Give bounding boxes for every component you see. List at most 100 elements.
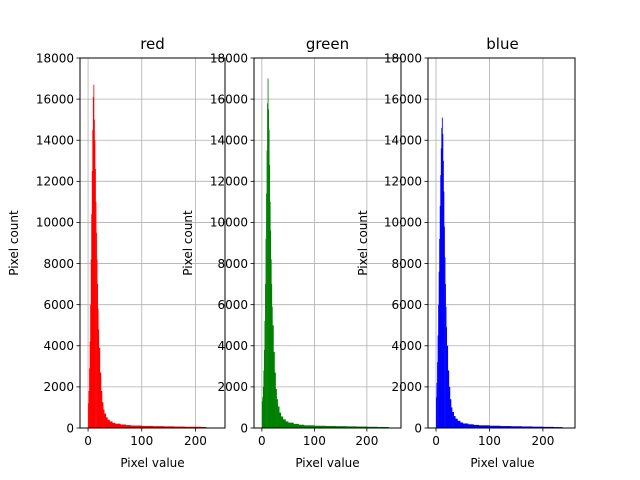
blue-histogram-bar [460,422,464,428]
green-histogram-bar [271,284,273,428]
red-y-tick-label: 18000 [36,51,74,65]
blue-axes-frame [427,57,576,429]
red-y-tick-label: 16000 [36,92,74,106]
blue-y-tick-label: 4000 [391,339,422,353]
red-histogram-bar [96,232,97,428]
blue-histogram-bar [450,407,453,428]
red-histogram-bar [163,426,175,428]
green-histogram-bar [276,399,278,428]
blue-histogram-bar [468,424,474,428]
green-panel-title: green [306,35,349,53]
green-histogram-bar [377,426,389,428]
green-histogram-bar [271,306,273,428]
red-histogram-bar [112,422,116,428]
blue-histogram-bar [542,426,554,428]
red-y-tick-label: 0 [66,421,74,435]
green-y-tick-label: 8000 [217,257,248,271]
blue-histogram-bar [510,426,522,428]
green-histogram-bar [268,109,269,428]
blue-histogram-panel: 0200040006000800010000120001400016000180… [356,35,576,470]
red-x-tick-label: 100 [130,434,153,448]
red-histogram-bar [96,259,98,428]
red-histogram-bar [131,425,143,428]
blue-histogram-bar [437,335,439,428]
blue-y-tick-label: 14000 [384,134,422,148]
red-histogram-bar [114,423,121,428]
green-y-tick-label: 0 [240,421,248,435]
red-histogram-bar [120,424,126,428]
green-histogram-bar [263,370,265,428]
green-histogram-bar [268,129,270,428]
green-histogram-bar [270,230,272,428]
green-histogram-bar [272,325,274,428]
green-histogram-bar [366,426,378,428]
green-histogram-bar [261,401,263,428]
red-bars [88,84,207,429]
green-bars [261,78,390,429]
red-histogram-bar [94,140,96,428]
green-y-tick-label: 14000 [210,134,248,148]
red-histogram-bar [93,119,95,429]
blue-histogram-bar [436,382,438,428]
blue-y-tick-label: 16000 [384,92,422,106]
red-histogram-bar [90,259,92,428]
blue-histogram-bar [437,362,438,428]
red-y-tick-label: 8000 [43,257,74,271]
red-histogram-bar [200,426,206,428]
green-histogram-panel: 0200040006000800010000120001400016000180… [181,35,402,470]
green-histogram-bar [314,425,326,428]
green-y-tick-label: 18000 [210,51,248,65]
red-axes-frame [79,57,226,429]
red-histogram-bar [88,391,90,428]
green-histogram-bar [280,416,284,428]
red-histogram-bar [141,425,153,428]
blue-histogram-bar [453,416,456,428]
red-histogram-bar [98,347,101,428]
red-y-tick-label: 10000 [36,216,74,230]
blue-histogram-bar [455,418,458,428]
red-histogram-bar [89,341,91,428]
red-histogram-bar [125,425,132,428]
red-x-tick-label: 200 [184,434,207,448]
red-histogram-bar [173,426,186,428]
red-histogram-bar [90,304,92,428]
red-y-tick-label: 4000 [43,339,74,353]
blue-histogram-bar [478,425,490,428]
blue-y-tick-label: 10000 [384,216,422,230]
red-histogram-panel: 0200040006000800010000120001400016000180… [7,35,226,470]
red-y-tick-label: 12000 [36,175,74,189]
green-histogram-bar [265,284,266,428]
green-histogram-bar [269,201,271,428]
blue-histogram-bar [532,426,544,428]
green-ticks: 0200040006000800010000120001400016000180… [210,51,379,448]
blue-histogram-bar [444,257,446,428]
red-y-axis-label: Pixel count [7,210,21,276]
blue-x-axis-label: Pixel value [470,456,534,470]
blue-histogram-bar [447,370,450,428]
blue-histogram-bar [445,284,446,428]
blue-x-tick-label: 200 [531,434,554,448]
green-histogram-bar [266,193,267,428]
green-histogram-bar [303,425,315,428]
green-histogram-bar [293,423,299,428]
green-histogram-bar [285,421,289,428]
green-histogram-bar [274,372,276,428]
red-ticks: 0200040006000800010000120001400016000180… [36,51,207,448]
blue-histogram-bar [438,271,440,428]
green-y-tick-label: 2000 [217,380,248,394]
green-histogram-bar [298,424,305,428]
blue-y-tick-label: 2000 [391,380,422,394]
blue-histogram-bar [457,420,461,428]
green-histogram-bar [335,426,347,428]
red-histogram-bar [88,403,89,428]
blue-histogram-bar [444,226,445,428]
green-y-tick-label: 6000 [217,298,248,312]
green-x-axis-label: Pixel value [295,456,359,470]
green-histogram-bar [262,386,264,428]
red-y-tick-label: 6000 [43,298,74,312]
green-axes-frame [253,57,402,429]
green-x-tick-label: 0 [258,434,266,448]
red-histogram-bar [93,84,95,428]
red-histogram-bar [152,426,164,428]
